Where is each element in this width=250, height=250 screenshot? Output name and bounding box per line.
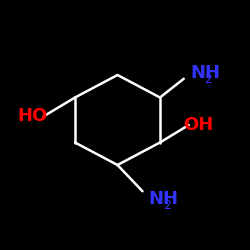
Text: 2: 2	[163, 199, 171, 212]
Text: NH: NH	[190, 64, 220, 82]
Text: NH: NH	[149, 190, 179, 208]
Text: OH: OH	[184, 116, 214, 134]
Text: 2: 2	[204, 73, 212, 86]
Text: HO: HO	[18, 107, 48, 125]
